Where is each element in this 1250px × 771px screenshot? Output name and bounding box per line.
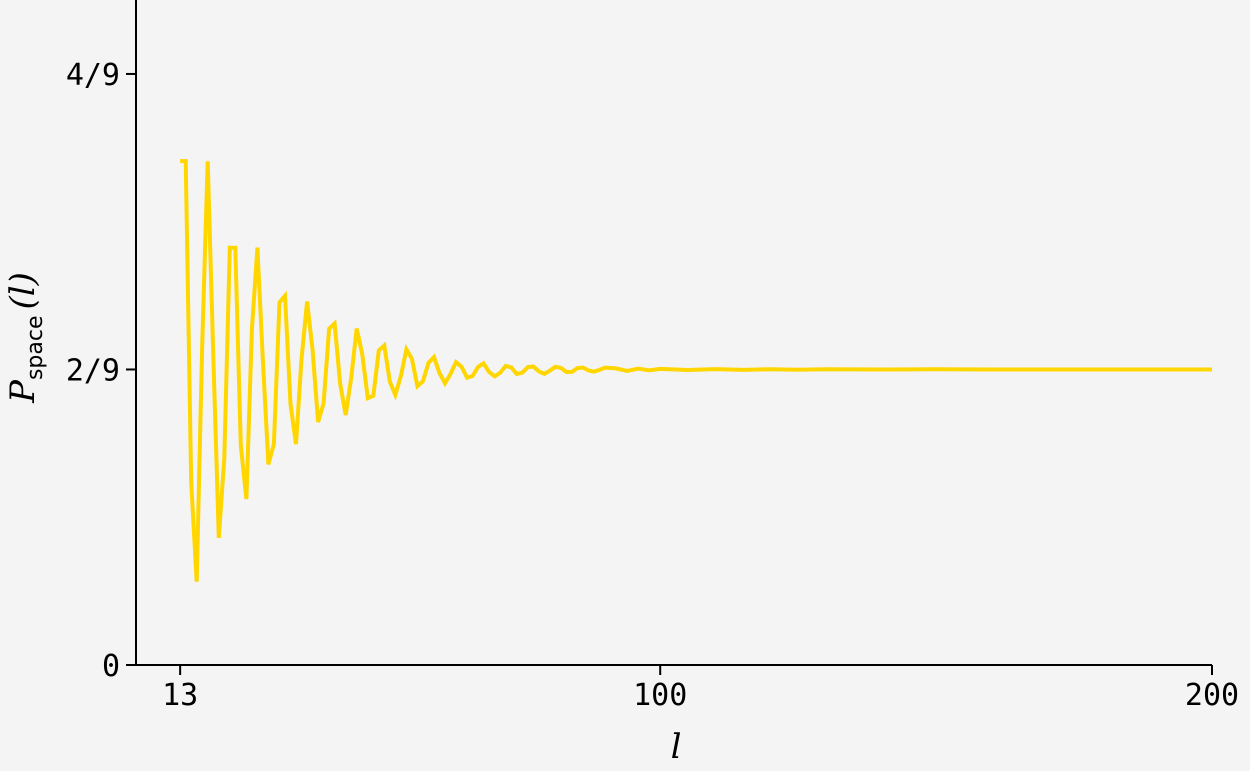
series-line	[180, 159, 1212, 582]
x-tick-label: 13	[162, 678, 198, 713]
ticks: 13 100 200 0 2/9 4/9	[66, 58, 1239, 713]
x-tick-label: 200	[1185, 678, 1239, 713]
y-axis-subscript: space	[23, 315, 48, 380]
y-tick-label: 0	[102, 649, 120, 684]
y-axis-title: Pspace (l)	[3, 272, 48, 404]
x-axis-title: l	[671, 727, 682, 767]
x-tick-label: 100	[633, 678, 687, 713]
axes	[135, 0, 1212, 666]
series-layer	[180, 159, 1212, 582]
y-axis-argument: (l)	[3, 272, 43, 309]
y-tick-label: 2/9	[66, 353, 120, 388]
y-axis-symbol: P	[3, 379, 43, 404]
y-tick-label: 4/9	[66, 58, 120, 93]
